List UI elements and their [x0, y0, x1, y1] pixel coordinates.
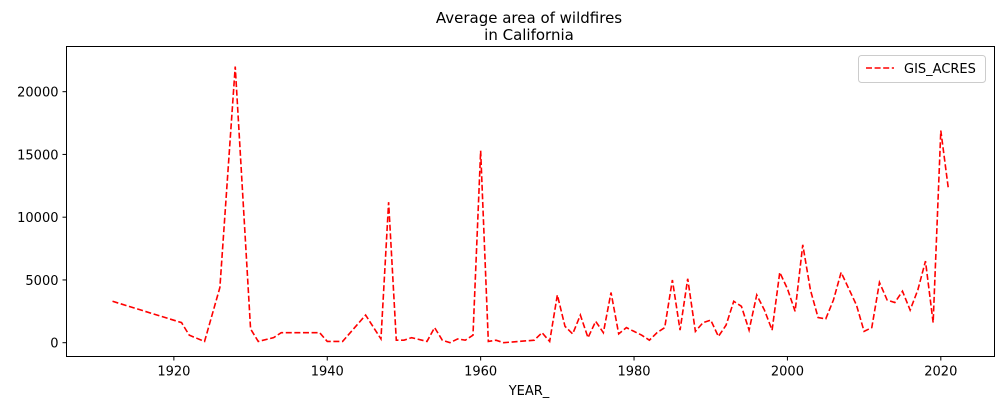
axis-ticks-layer: 1920 1940 1960 1980 2000 2020 0 5000 10000 15000 2… — [17, 86, 957, 380]
x-tick-label: 1980 — [617, 365, 650, 380]
chart-title-line2: in California — [484, 26, 574, 44]
y-tick-label: 15000 — [17, 148, 58, 163]
y-tick-label: 20000 — [17, 86, 58, 101]
x-tick-label: 1940 — [311, 365, 344, 380]
x-tick-label: 1920 — [157, 365, 190, 380]
chart-title-line1: Average area of wildfires — [436, 9, 622, 27]
x-tick-label: 1960 — [464, 365, 497, 380]
x-axis-label: YEAR_ — [508, 384, 550, 399]
legend: GIS_ACRES — [858, 55, 986, 83]
y-tick-label: 5000 — [25, 274, 58, 289]
x-tick-label: 2000 — [771, 365, 804, 380]
y-tick-label: 10000 — [17, 211, 58, 226]
y-tick-label: 0 — [50, 337, 58, 352]
plot-frame — [66, 46, 995, 357]
series-line-gis-acres — [112, 66, 950, 344]
x-tick-label: 2020 — [924, 365, 957, 380]
legend-label-gis-acres: GIS_ACRES — [904, 62, 976, 77]
legend-box — [858, 55, 986, 83]
